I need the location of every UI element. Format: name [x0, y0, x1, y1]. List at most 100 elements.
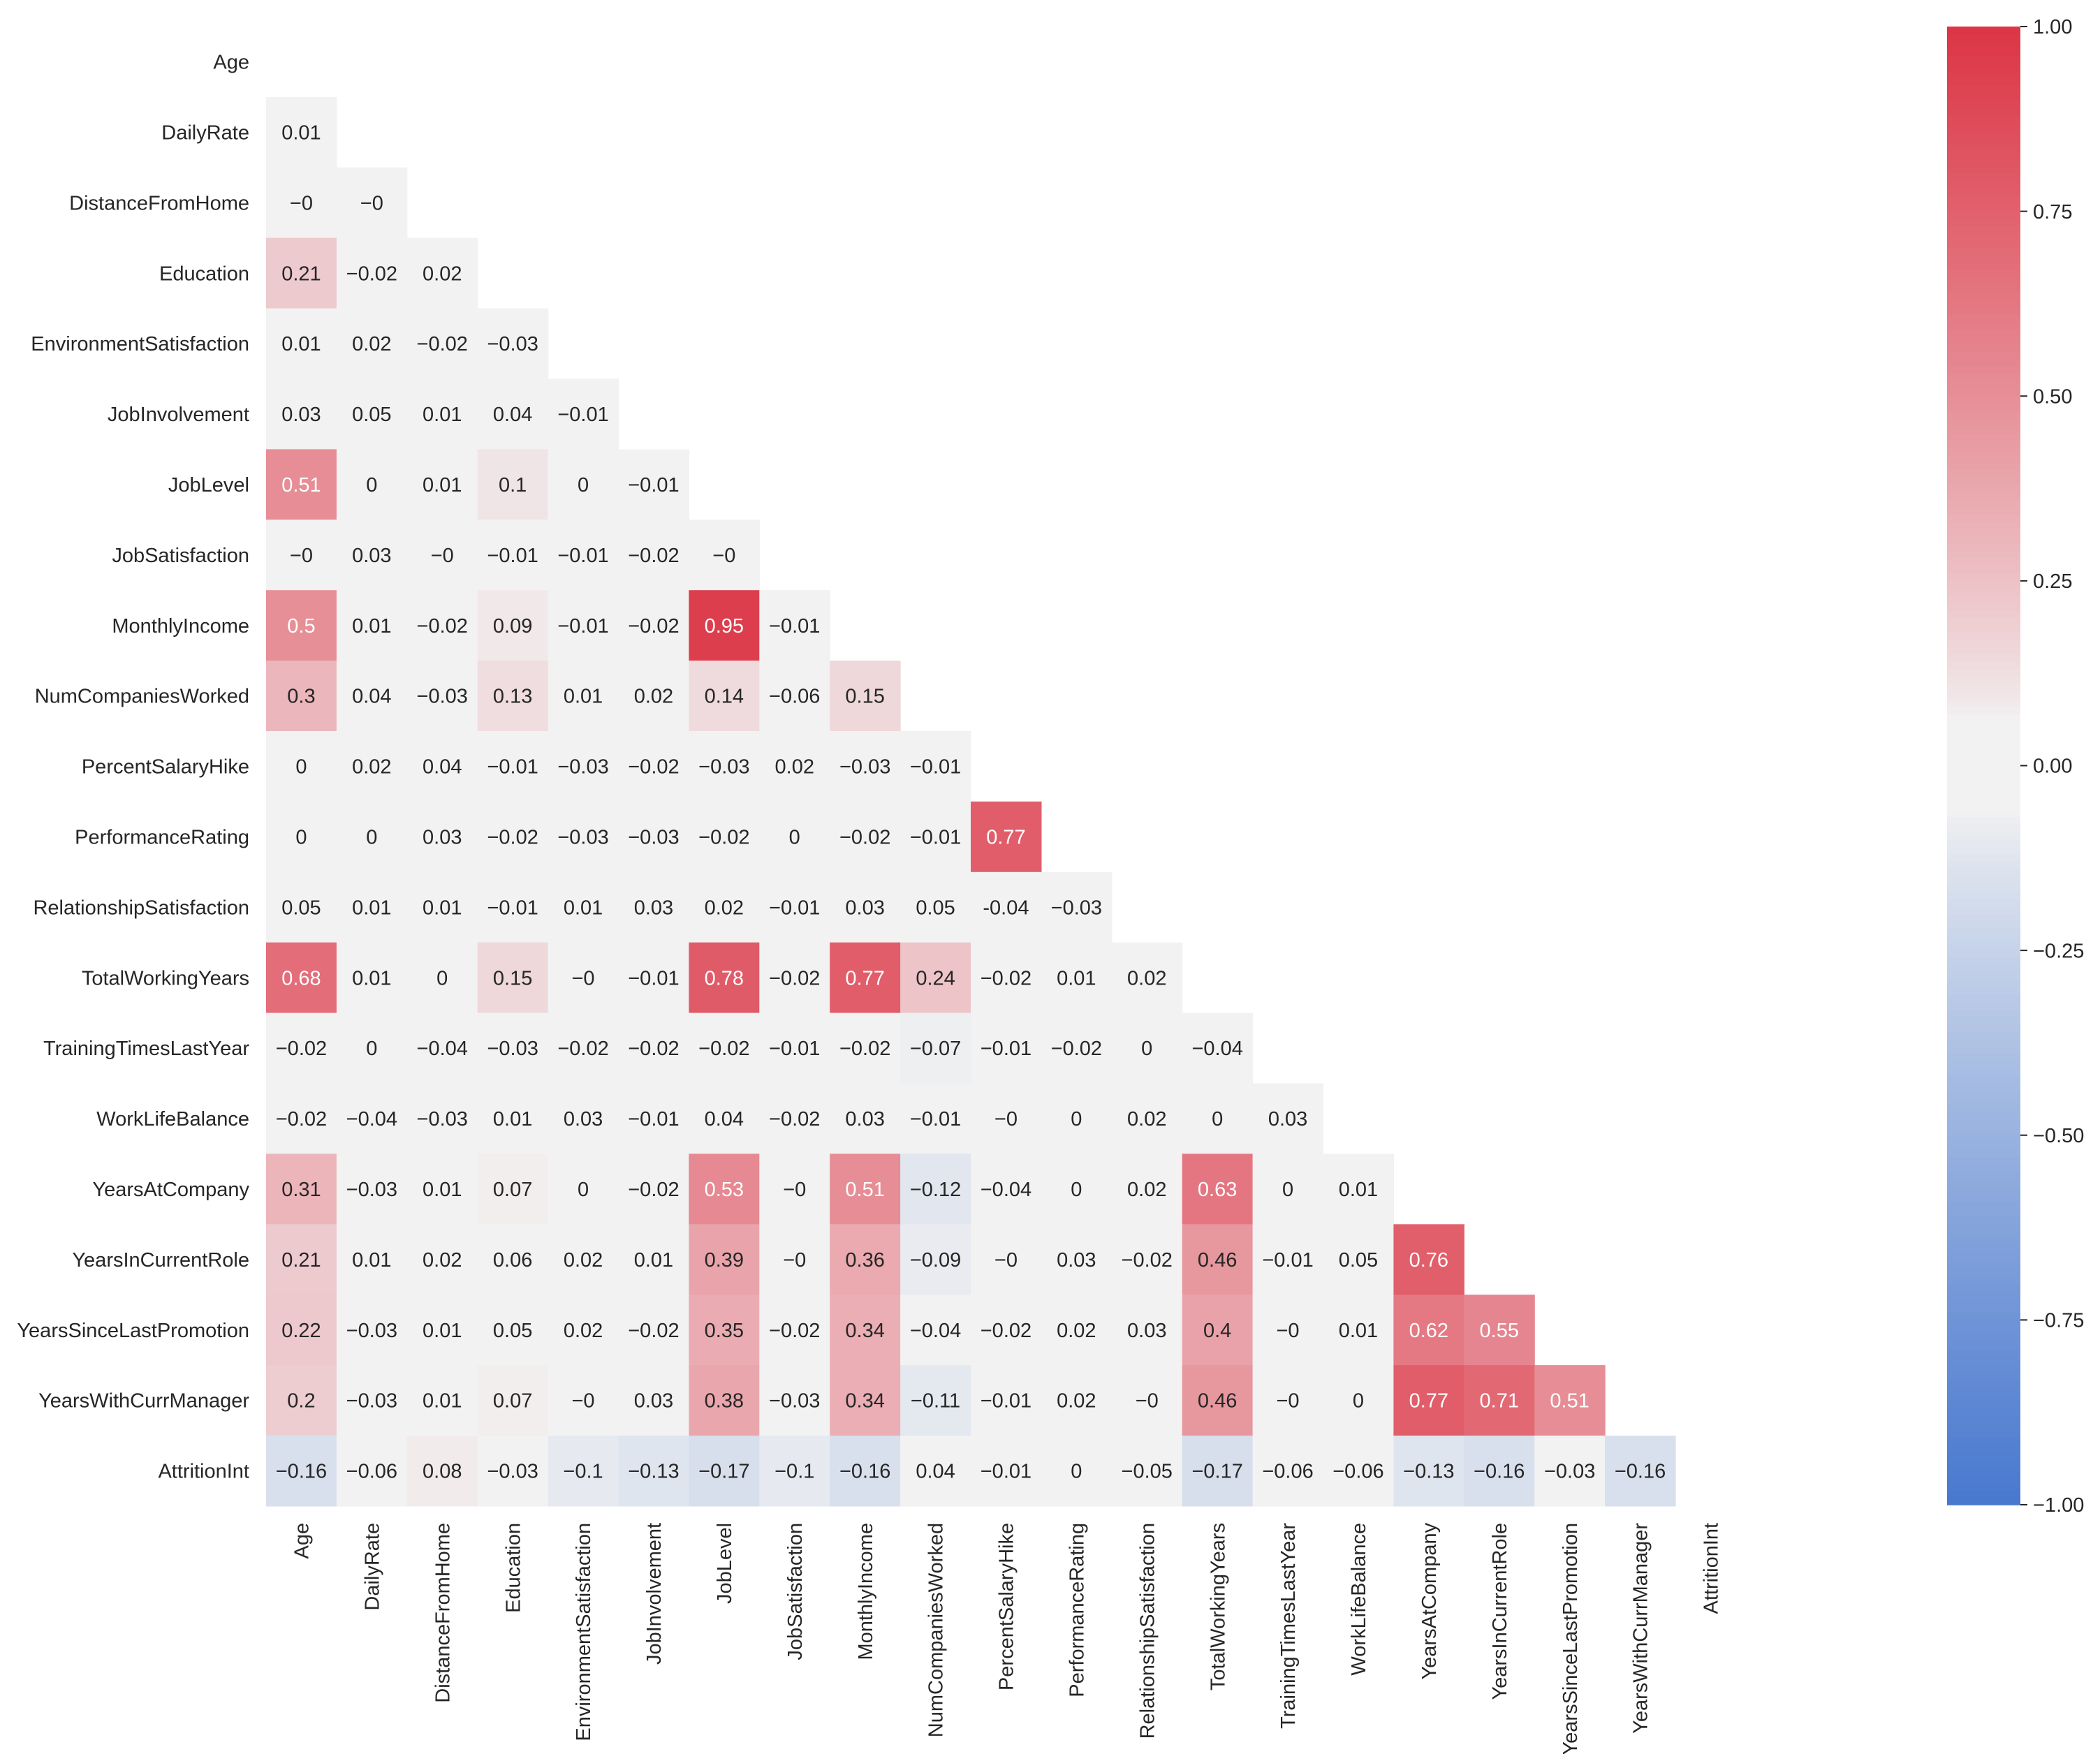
cell-value-label: 0.01	[352, 1249, 391, 1272]
cell-value-label: −0.02	[769, 1320, 820, 1342]
colorbar-gradient-segment	[1947, 204, 2020, 212]
heatmap-cell	[830, 661, 901, 732]
colorbar-gradient-segment	[1947, 935, 2020, 944]
cell-value-label: 0.01	[493, 1108, 532, 1130]
colorbar-gradient-segment	[1947, 514, 2020, 522]
heatmap-cell	[336, 661, 408, 732]
colorbar-gradient-segment	[1947, 994, 2020, 1003]
colorbar-gradient-segment	[1947, 1268, 2020, 1276]
cell-value-label: 0.1	[499, 474, 527, 496]
heatmap-cell	[406, 519, 478, 591]
colorbar-gradient-segment	[1947, 1327, 2020, 1336]
colorbar-gradient-segment	[1947, 1128, 2020, 1136]
cell-value-label: −0.01	[628, 474, 679, 496]
cell-value-label: 0.02	[1057, 1320, 1096, 1342]
colorbar-gradient-segment	[1947, 1039, 2020, 1047]
x-tick-label-training-times-last-year: TrainingTimesLastYear	[1277, 1523, 1300, 1729]
heatmap-cell	[406, 378, 478, 450]
heatmap-cell	[830, 871, 901, 943]
heatmap-cell	[900, 1436, 971, 1507]
colorbar-gradient-segment	[1947, 189, 2020, 198]
cell-value-label: −0.01	[628, 1108, 679, 1130]
heatmap-cell	[1605, 1436, 1676, 1507]
colorbar-gradient-segment	[1947, 455, 2020, 464]
cell-value-label: −0.01	[910, 1108, 961, 1130]
cell-value-label: 0.02	[423, 1249, 462, 1272]
cell-value-label: 0.46	[1198, 1390, 1237, 1413]
heatmap-cell	[1252, 1083, 1324, 1154]
heatmap-cell	[618, 801, 689, 873]
cell-value-label: 0.31	[281, 1179, 321, 1201]
cell-value-label: 0.21	[281, 1249, 321, 1272]
colorbar-gradient-segment	[1947, 1342, 2020, 1350]
cell-value-label: −0.02	[698, 1038, 749, 1060]
colorbar-gradient-segment	[1947, 810, 2020, 818]
cell-value-label: 0.01	[352, 897, 391, 919]
cell-value-label: −0.17	[1191, 1461, 1242, 1483]
cell-value-label: 0	[789, 827, 800, 849]
colorbar-tick-label: −0.75	[2033, 1310, 2084, 1332]
heatmap-cell	[477, 1436, 549, 1507]
cell-value-label: 0.77	[986, 827, 1025, 849]
cell-value-label: −0.02	[981, 967, 1031, 989]
colorbar-gradient-segment	[1947, 603, 2020, 612]
cell-value-label: −0.06	[346, 1461, 397, 1483]
heatmap-cell	[830, 942, 901, 1014]
cell-value-label: −0.04	[1191, 1038, 1242, 1060]
cell-value-label: −0.04	[417, 1038, 468, 1060]
heatmap-cell	[406, 942, 478, 1014]
cell-value-label: −0.03	[1051, 897, 1102, 919]
colorbar-gradient-segment	[1947, 529, 2020, 538]
heatmap-cell	[900, 871, 971, 943]
colorbar-gradient-segment	[1947, 943, 2020, 951]
cell-value-label: 0	[578, 1179, 589, 1201]
heatmap-cell	[971, 1295, 1042, 1366]
cell-value-label: 0.02	[1127, 967, 1166, 989]
colorbar-gradient-segment	[1947, 1394, 2020, 1402]
heatmap-cell	[759, 661, 830, 732]
heatmap-cell	[618, 1436, 689, 1507]
heatmap-cell	[406, 801, 478, 873]
cell-value-label: −0.02	[1051, 1038, 1102, 1060]
heatmap-cell	[618, 871, 689, 943]
colorbar-gradient-segment	[1947, 846, 2020, 855]
heatmap-cell	[336, 237, 408, 309]
cell-value-label: −0.03	[487, 1038, 538, 1060]
cell-value-label: 0.35	[705, 1320, 744, 1342]
cell-value-label: 0.03	[845, 1108, 884, 1130]
heatmap-cell	[336, 1012, 408, 1084]
colorbar-gradient-segment	[1947, 293, 2020, 301]
colorbar-gradient-segment	[1947, 1253, 2020, 1262]
cell-value-label: 0.01	[564, 686, 603, 708]
colorbar-gradient-segment	[1947, 1283, 2020, 1291]
heatmap-cell	[900, 1295, 971, 1366]
colorbar-gradient-segment	[1947, 285, 2020, 293]
cell-value-label: −0.02	[346, 263, 397, 285]
colorbar-tick-label: 0.75	[2033, 201, 2072, 223]
colorbar-gradient-segment	[1947, 485, 2020, 493]
cell-value-label: −0.04	[346, 1108, 397, 1130]
heatmap-cell	[406, 237, 478, 309]
colorbar-gradient-segment	[1947, 1024, 2020, 1033]
y-tick-label-daily-rate: DailyRate	[161, 122, 249, 145]
heatmap-cell	[477, 731, 549, 802]
heatmap-cell	[1182, 1224, 1254, 1295]
colorbar-gradient-segment	[1947, 300, 2020, 309]
x-tick-label-work-life-balance: WorkLifeBalance	[1348, 1523, 1370, 1676]
cell-value-label: 0.68	[281, 967, 321, 989]
heatmap-cell	[1393, 1436, 1464, 1507]
cell-value-label: −0.01	[557, 545, 608, 567]
colorbar-gradient-segment	[1947, 63, 2020, 72]
heatmap-cell	[477, 519, 549, 591]
heatmap-cell	[266, 942, 337, 1014]
heatmap-cell	[336, 1365, 408, 1436]
colorbar-gradient-segment	[1947, 1460, 2020, 1468]
colorbar-gradient-segment	[1947, 543, 2020, 552]
colorbar-gradient-segment	[1947, 1031, 2020, 1040]
colorbar-gradient-segment	[1947, 1371, 2020, 1380]
heatmap-cell	[830, 801, 901, 873]
colorbar-gradient-segment	[1947, 1445, 2020, 1454]
y-tick-label-percent-salary-hike: PercentSalaryHike	[82, 756, 249, 779]
heatmap-cell	[1041, 1012, 1113, 1084]
colorbar-gradient-segment	[1947, 669, 2020, 678]
